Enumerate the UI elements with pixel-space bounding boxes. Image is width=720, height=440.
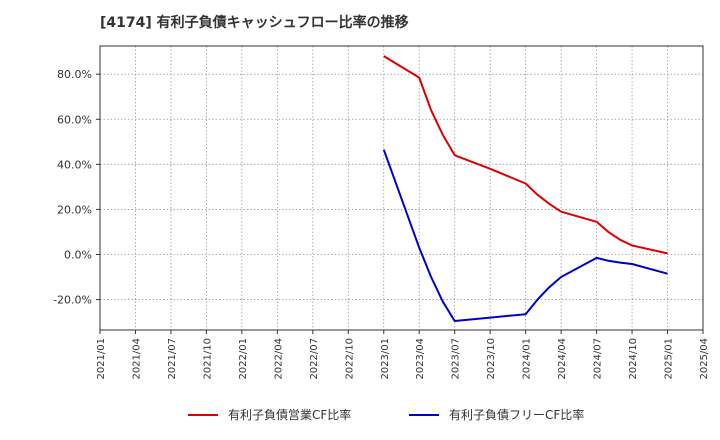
y-tick-label: 60.0% [57, 113, 92, 126]
x-tick-label: 2023/04 [415, 338, 426, 380]
x-tick-label: 2025/01 [664, 338, 675, 380]
x-tick-label: 2021/07 [167, 338, 178, 380]
grid [99, 46, 704, 330]
free-cf-ratio-line [382, 149, 668, 322]
operating-cf-ratio-line [383, 55, 668, 255]
x-tick-label: 2024/10 [628, 338, 639, 380]
y-tick-label: 0.0% [64, 248, 92, 261]
x-tick-label: 2022/07 [309, 338, 320, 380]
x-tick-label: 2021/01 [96, 338, 107, 380]
y-tick-label: 40.0% [57, 158, 92, 171]
x-tick-label: 2025/04 [699, 338, 710, 380]
x-tick-label: 2024/01 [522, 338, 533, 380]
y-tick-label: 80.0% [57, 68, 92, 81]
x-tick-label: 2023/10 [486, 338, 497, 380]
plot-frame [99, 45, 704, 331]
legend-label: 有利子負債営業CF比率 [228, 407, 351, 422]
x-tick-label: 2022/01 [238, 338, 249, 380]
y-tick-label: 20.0% [57, 203, 92, 216]
x-tick-label: 2024/07 [593, 338, 604, 380]
legend-label: 有利子負債フリーCF比率 [449, 407, 584, 422]
x-tick-label: 2021/10 [202, 338, 213, 380]
x-tick-label: 2024/04 [557, 338, 568, 380]
x-tick-label: 2021/04 [131, 338, 142, 380]
axes: 80.0% 60.0% 40.0% 20.0% 0.0% -20.0% 2021/01 202… [53, 45, 710, 380]
chart-title: [4174] 有利子負債キャッシュフロー比率の推移 [100, 15, 409, 31]
x-tick-label: 2023/01 [380, 338, 391, 380]
x-tick-label: 2022/10 [344, 338, 355, 380]
series-lines [382, 55, 668, 322]
y-tick-label: -20.0% [53, 294, 92, 307]
x-tick-label: 2023/07 [451, 338, 462, 380]
x-tick-label: 2022/04 [273, 338, 284, 380]
legend: 有利子負債営業CF比率 有利子負債フリーCF比率 [188, 407, 584, 422]
